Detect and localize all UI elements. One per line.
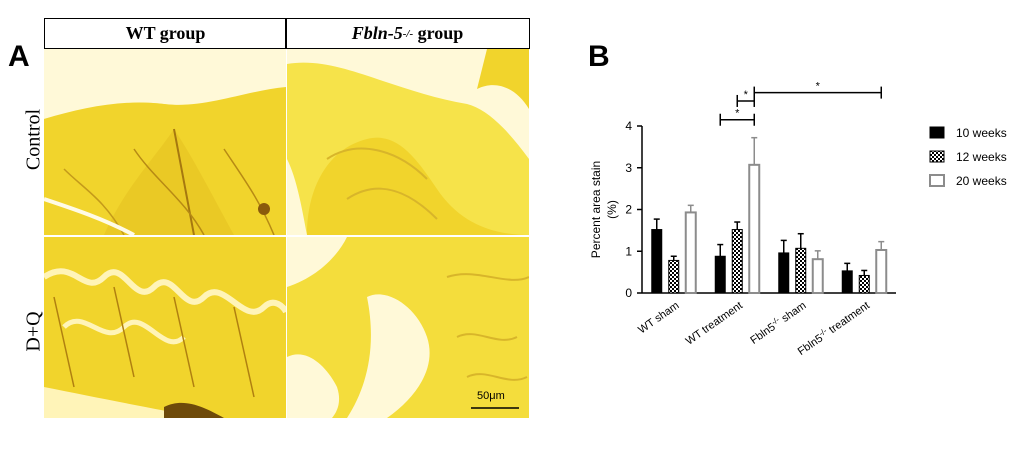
legend-label: 12 weeks — [956, 150, 1007, 164]
bar — [714, 255, 726, 294]
bar — [841, 270, 853, 294]
micrograph-fbln5-control-image — [287, 49, 529, 235]
y-axis-label: Percent area stain — [589, 161, 603, 258]
bar — [778, 252, 790, 294]
micrograph-fbln5-control — [287, 49, 529, 235]
category-label: WT sham — [636, 300, 681, 337]
micrograph-wt-control — [44, 49, 286, 235]
legend-swatch — [929, 150, 945, 163]
y-tick-label: 2 — [625, 203, 632, 217]
legend-label: 10 weeks — [956, 126, 1007, 140]
column-header-fbln5-rest: group — [413, 23, 464, 43]
legend-swatch — [929, 174, 945, 187]
bar — [795, 247, 807, 294]
bar — [748, 163, 761, 294]
micrograph-wt-dq — [44, 237, 286, 418]
significance-marker: * — [735, 108, 740, 120]
scale-bar-label: 50μm — [477, 390, 505, 402]
bar — [875, 248, 888, 294]
column-header-fbln5: Fbln-5 -/- group — [285, 18, 530, 49]
bar — [668, 259, 680, 294]
y-tick-label: 0 — [625, 286, 632, 300]
significance-marker: * — [816, 81, 821, 93]
y-tick-label: 1 — [625, 244, 632, 258]
bar — [651, 229, 663, 294]
bar — [684, 211, 697, 294]
panel-b-letter: B — [588, 40, 610, 73]
bar — [731, 229, 743, 294]
y-tick-label: 4 — [625, 119, 632, 133]
y-tick-label: 3 — [625, 161, 632, 175]
bar — [858, 274, 870, 294]
column-header-fbln5-sup: -/- — [402, 27, 414, 40]
micrograph-wt-dq-image — [44, 268, 286, 418]
column-header-fbln5-italic: Fbln-5 — [351, 23, 403, 43]
significance-marker: * — [744, 89, 749, 101]
micrograph-fbln5-dq: 50μm — [287, 237, 529, 418]
legend-swatch — [929, 126, 945, 139]
category-label: WT treatment — [684, 300, 745, 348]
legend-label: 20 weeks — [956, 174, 1007, 188]
panel-a-letter: A — [8, 40, 30, 73]
category-label: Fbln5-/- sham — [747, 298, 808, 347]
column-header-wt: WT group — [44, 18, 287, 49]
micrograph-wt-control-image — [44, 49, 286, 235]
bar — [811, 258, 824, 294]
micrograph-fbln5-dq-image — [287, 237, 529, 418]
column-header-wt-text: WT group — [125, 23, 206, 43]
y-axis-label-unit: (%) — [605, 200, 619, 219]
